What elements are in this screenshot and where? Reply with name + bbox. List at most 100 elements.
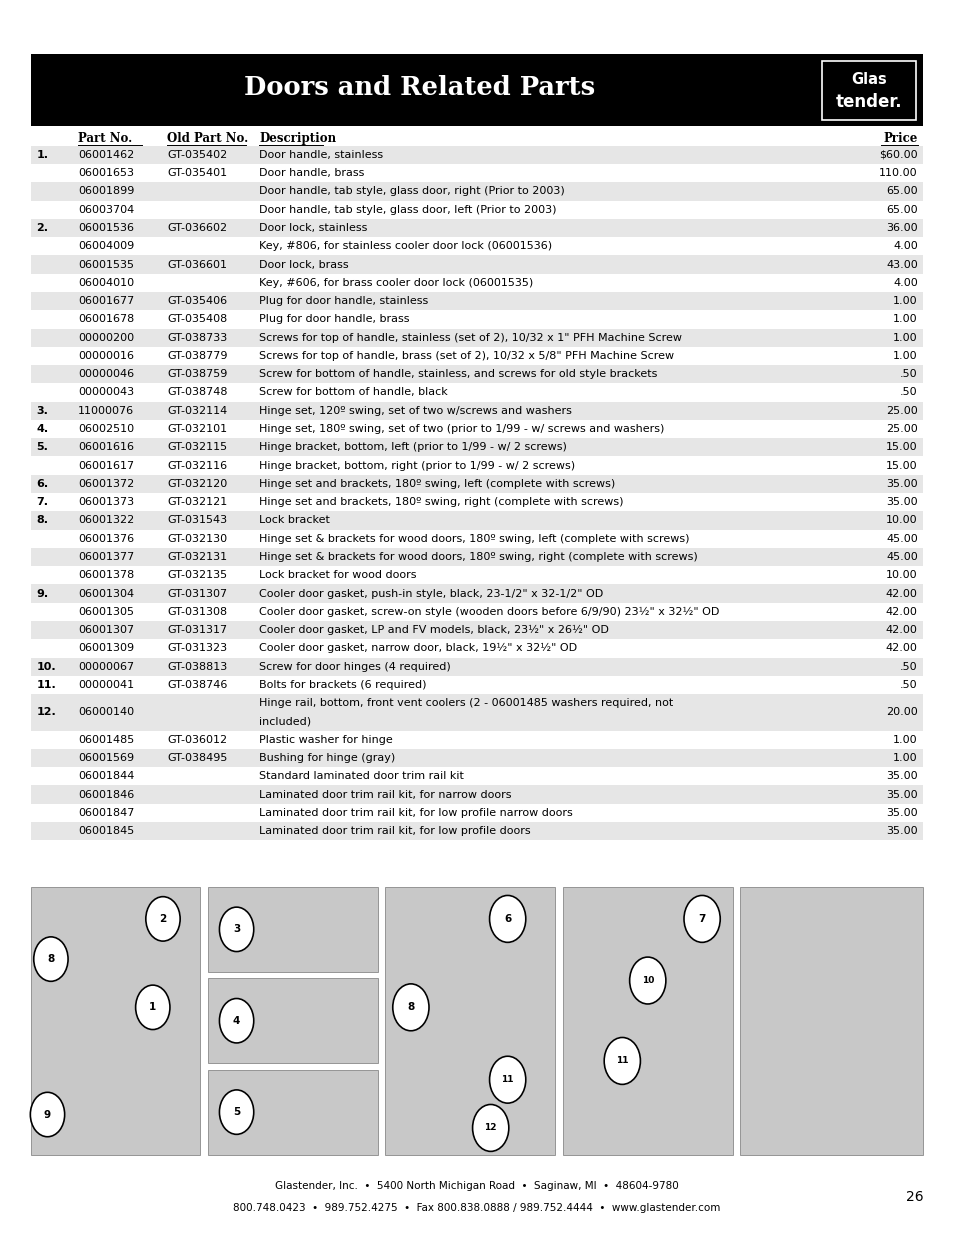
Circle shape xyxy=(146,897,180,941)
Bar xyxy=(208,1070,377,1155)
Text: 42.00: 42.00 xyxy=(885,589,917,599)
Text: 11: 11 xyxy=(616,1056,628,1066)
Text: GT-038733: GT-038733 xyxy=(167,332,227,342)
Text: 35.00: 35.00 xyxy=(885,772,917,782)
Text: Glas: Glas xyxy=(850,72,886,86)
Text: Screw for door hinges (4 required): Screw for door hinges (4 required) xyxy=(259,662,451,672)
Text: Hinge set and brackets, 180º swing, right (complete with screws): Hinge set and brackets, 180º swing, righ… xyxy=(259,498,623,508)
Text: 1.00: 1.00 xyxy=(892,753,917,763)
Text: Standard laminated door trim rail kit: Standard laminated door trim rail kit xyxy=(259,772,464,782)
Text: 9: 9 xyxy=(44,1109,51,1119)
Text: 7: 7 xyxy=(698,914,705,924)
Text: .50: .50 xyxy=(900,369,917,379)
Bar xyxy=(30,329,923,347)
Circle shape xyxy=(393,984,429,1031)
Text: Description: Description xyxy=(259,132,336,146)
Text: Hinge set and brackets, 180º swing, left (complete with screws): Hinge set and brackets, 180º swing, left… xyxy=(259,479,615,489)
Text: Part No.: Part No. xyxy=(78,132,132,146)
Text: GT-032131: GT-032131 xyxy=(167,552,227,562)
Text: Plastic washer for hinge: Plastic washer for hinge xyxy=(259,735,393,745)
Text: GT-031543: GT-031543 xyxy=(167,515,227,525)
Text: 5.: 5. xyxy=(36,442,48,452)
Text: GT-031308: GT-031308 xyxy=(167,606,227,616)
Text: GT-035406: GT-035406 xyxy=(167,296,227,306)
Text: 06001847: 06001847 xyxy=(78,808,134,818)
Text: 2.: 2. xyxy=(36,224,49,233)
Text: 7.: 7. xyxy=(36,498,49,508)
Text: 9.: 9. xyxy=(36,589,49,599)
Text: Door lock, brass: Door lock, brass xyxy=(259,259,349,269)
Bar xyxy=(30,548,923,566)
Text: GT-038813: GT-038813 xyxy=(167,662,227,672)
Text: 8: 8 xyxy=(48,955,54,965)
Text: 06000140: 06000140 xyxy=(78,708,134,718)
Text: 11: 11 xyxy=(501,1076,514,1084)
Text: GT-038748: GT-038748 xyxy=(167,388,227,398)
Circle shape xyxy=(489,895,525,942)
Text: GT-036012: GT-036012 xyxy=(167,735,227,745)
Circle shape xyxy=(629,957,665,1004)
Text: 06004009: 06004009 xyxy=(78,241,134,251)
Text: 06001845: 06001845 xyxy=(78,826,134,836)
Text: GT-031307: GT-031307 xyxy=(167,589,227,599)
Text: Plug for door handle, stainless: Plug for door handle, stainless xyxy=(259,296,428,306)
Text: Doors and Related Parts: Doors and Related Parts xyxy=(244,75,595,100)
Bar xyxy=(30,256,923,274)
Text: GT-035408: GT-035408 xyxy=(167,315,227,325)
Text: 42.00: 42.00 xyxy=(885,625,917,635)
Text: 06001376: 06001376 xyxy=(78,534,134,543)
Bar xyxy=(740,887,923,1155)
Text: Hinge set, 180º swing, set of two (prior to 1/99 - w/ screws and washers): Hinge set, 180º swing, set of two (prior… xyxy=(259,424,664,433)
Text: Hinge set, 120º swing, set of two w/screws and washers: Hinge set, 120º swing, set of two w/scre… xyxy=(259,406,572,416)
Text: GT-032130: GT-032130 xyxy=(167,534,227,543)
Circle shape xyxy=(219,1089,253,1134)
Text: Screw for bottom of handle, stainless, and screws for old style brackets: Screw for bottom of handle, stainless, a… xyxy=(259,369,658,379)
Text: Hinge bracket, bottom, right (prior to 1/99 - w/ 2 screws): Hinge bracket, bottom, right (prior to 1… xyxy=(259,461,575,471)
Bar xyxy=(30,657,923,676)
Text: GT-035402: GT-035402 xyxy=(167,149,227,159)
Text: GT-038495: GT-038495 xyxy=(167,753,227,763)
Text: Screw for bottom of handle, black: Screw for bottom of handle, black xyxy=(259,388,448,398)
Text: 00000067: 00000067 xyxy=(78,662,134,672)
Circle shape xyxy=(489,1056,525,1103)
Text: Cooler door gasket, screw-on style (wooden doors before 6/9/90) 23½" x 32½" OD: Cooler door gasket, screw-on style (wood… xyxy=(259,606,720,616)
Text: Door handle, stainless: Door handle, stainless xyxy=(259,149,383,159)
Text: 43.00: 43.00 xyxy=(885,259,917,269)
Text: GT-032135: GT-032135 xyxy=(167,571,227,580)
Text: 800.748.0423  •  989.752.4275  •  Fax 800.838.0888 / 989.752.4444  •  www.glaste: 800.748.0423 • 989.752.4275 • Fax 800.83… xyxy=(233,1203,720,1213)
Text: GT-032101: GT-032101 xyxy=(167,424,227,433)
Circle shape xyxy=(683,895,720,942)
Text: 45.00: 45.00 xyxy=(885,534,917,543)
Text: GT-032116: GT-032116 xyxy=(167,461,227,471)
Text: 42.00: 42.00 xyxy=(885,643,917,653)
Text: 1.00: 1.00 xyxy=(892,315,917,325)
Circle shape xyxy=(30,1092,65,1136)
Text: GT-038759: GT-038759 xyxy=(167,369,227,379)
Bar xyxy=(30,785,923,804)
Text: 06001899: 06001899 xyxy=(78,186,134,196)
Text: 06001377: 06001377 xyxy=(78,552,134,562)
Text: 06004010: 06004010 xyxy=(78,278,134,288)
Text: 11000076: 11000076 xyxy=(78,406,134,416)
Circle shape xyxy=(33,937,68,982)
Bar xyxy=(208,887,377,972)
Text: tender.: tender. xyxy=(835,93,902,111)
Text: 06001616: 06001616 xyxy=(78,442,134,452)
Text: 20.00: 20.00 xyxy=(885,708,917,718)
Text: 4: 4 xyxy=(233,1015,240,1026)
Text: 35.00: 35.00 xyxy=(885,498,917,508)
Text: .50: .50 xyxy=(900,680,917,690)
Bar xyxy=(30,146,923,164)
Text: .50: .50 xyxy=(900,662,917,672)
Text: 06001304: 06001304 xyxy=(78,589,134,599)
Text: Cooler door gasket, LP and FV models, black, 23½" x 26½" OD: Cooler door gasket, LP and FV models, bl… xyxy=(259,625,609,635)
Text: 35.00: 35.00 xyxy=(885,808,917,818)
Text: 00000016: 00000016 xyxy=(78,351,134,361)
Bar xyxy=(30,887,200,1155)
Text: 5: 5 xyxy=(233,1107,240,1118)
Text: Laminated door trim rail kit, for low profile doors: Laminated door trim rail kit, for low pr… xyxy=(259,826,531,836)
Text: 1: 1 xyxy=(149,1003,156,1013)
Text: 1.00: 1.00 xyxy=(892,735,917,745)
Bar xyxy=(821,61,915,120)
Text: 6: 6 xyxy=(503,914,511,924)
